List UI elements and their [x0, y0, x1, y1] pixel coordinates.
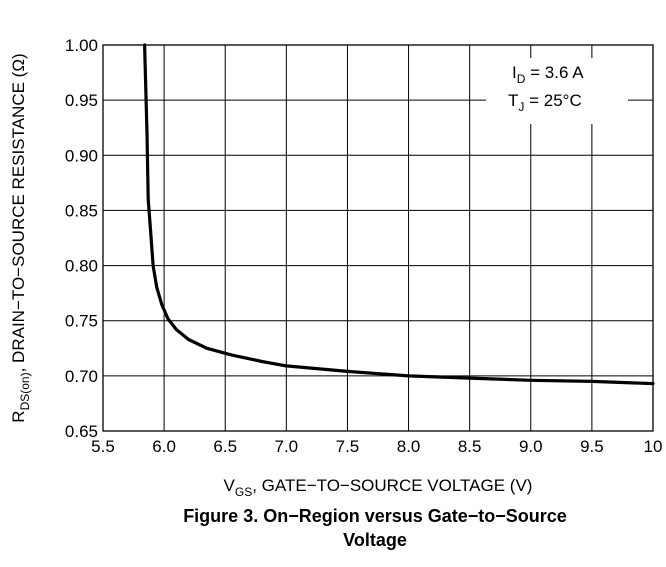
- annotation-tj-sub: J: [518, 100, 524, 114]
- x-tick-label: 6.5: [213, 437, 237, 456]
- series-group: [143, 43, 655, 386]
- x-tick-label: 7.5: [336, 437, 360, 456]
- x-tick-label: 8.5: [458, 437, 482, 456]
- annotation-id-rest: = 3.6 A: [525, 63, 584, 82]
- figure-caption-line-1: Figure 3. On−Region versus Gate−to−Sourc…: [183, 506, 567, 526]
- x-axis-title-sub: GS: [235, 485, 252, 499]
- y-tick-label: 0.85: [65, 201, 98, 220]
- y-axis-title-main: R: [9, 410, 28, 422]
- annotation-tj-main: T: [508, 91, 518, 110]
- x-tick-label: 7.0: [275, 437, 299, 456]
- annotation-tj: TJ = 25°C: [508, 91, 582, 114]
- annotation-id-main: I: [512, 63, 517, 82]
- x-tick-label: 9.0: [519, 437, 543, 456]
- y-tick-label: 1.00: [65, 36, 98, 55]
- y-tick-label: 0.65: [65, 422, 98, 441]
- y-tick-label: 0.70: [65, 367, 98, 386]
- x-tick-label: 8.0: [397, 437, 421, 456]
- y-axis-title-sub: DS(on): [18, 372, 32, 410]
- x-tick-label: 9.5: [580, 437, 604, 456]
- x-tick-labels: 5.5 6.0 6.5 7.0 7.5 8.0 8.5 9.0 9.5 10: [91, 437, 662, 456]
- x-tick-label: 5.5: [91, 437, 115, 456]
- y-tick-label: 0.95: [65, 91, 98, 110]
- x-axis-title-rest: , GATE−TO−SOURCE VOLTAGE (V): [252, 476, 532, 495]
- figure-caption-line-2: Voltage: [343, 530, 407, 550]
- x-tick-label: 10: [644, 437, 663, 456]
- x-axis-title-main: V: [224, 476, 236, 495]
- x-tick-label: 6.0: [152, 437, 176, 456]
- annotation-backdrop: [486, 58, 628, 124]
- y-tick-label: 0.75: [65, 312, 98, 331]
- y-tick-label: 0.90: [65, 146, 98, 165]
- x-axis-title: VGS, GATE−TO−SOURCE VOLTAGE (V): [224, 476, 533, 499]
- annotation-id-sub: D: [517, 72, 526, 86]
- y-axis-title: RDS(on), DRAIN−TO−SOURCE RESISTANCE (Ω): [9, 53, 32, 422]
- y-tick-labels: 0.65 0.70 0.75 0.80 0.85 0.90 0.95 1.00: [65, 36, 98, 441]
- y-axis-title-rest: , DRAIN−TO−SOURCE RESISTANCE (Ω): [9, 53, 28, 372]
- annotation-id: ID = 3.6 A: [512, 63, 584, 86]
- y-tick-label: 0.80: [65, 257, 98, 276]
- annotation-tj-rest: = 25°C: [524, 91, 581, 110]
- series-line: [143, 43, 655, 386]
